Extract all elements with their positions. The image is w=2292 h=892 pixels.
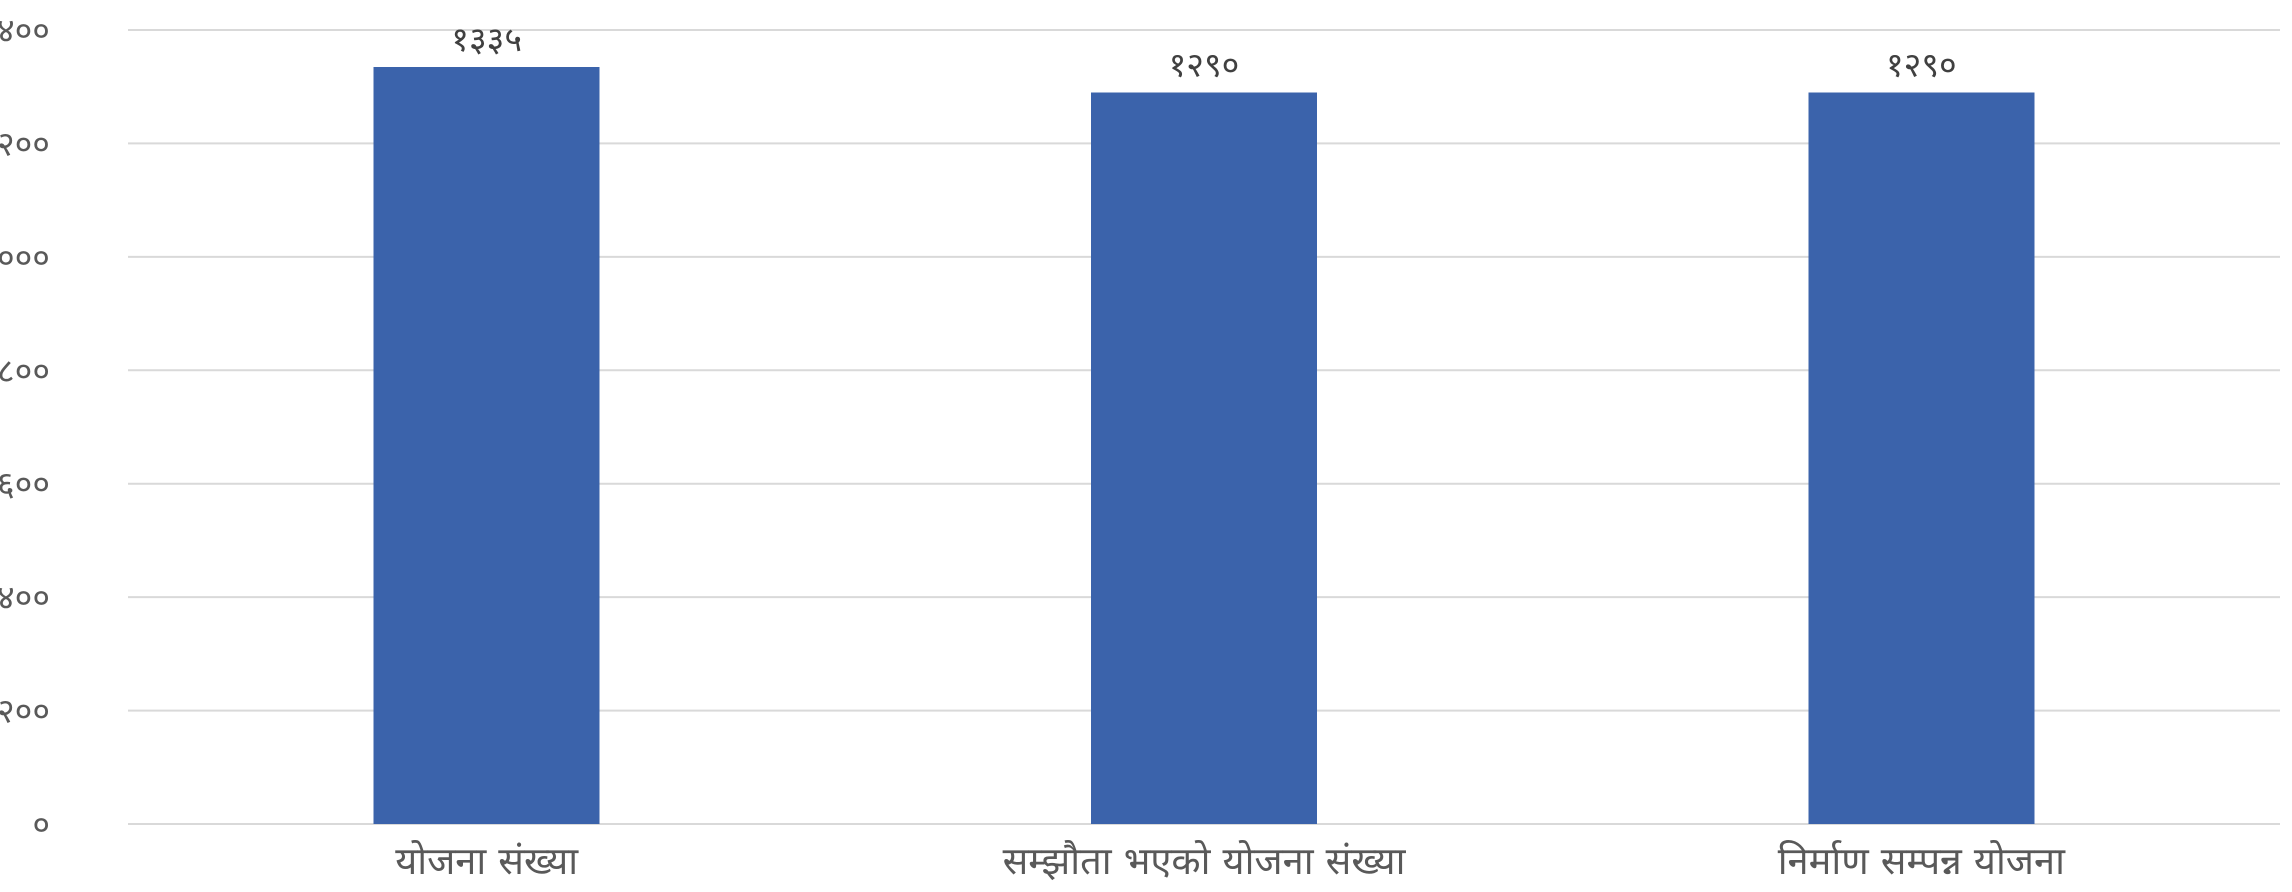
y-tick-label: १४०० <box>0 11 50 51</box>
x-axis-category-labels: योजना संख्या सम्झौता भएको योजना संख्या निर… <box>395 839 2066 883</box>
y-tick-label: ६०० <box>0 465 50 505</box>
bar <box>1808 92 2035 824</box>
bars <box>373 66 2035 825</box>
x-category-label: योजना संख्या <box>395 839 579 883</box>
y-tick-label: ४०० <box>0 578 50 618</box>
bar <box>373 66 600 825</box>
x-category-label: सम्झौता भएको योजना संख्या <box>1003 839 1407 883</box>
bar <box>1091 92 1317 824</box>
y-axis-tick-labels: ० २०० ४०० ६०० ८०० १००० १२०० १४०० <box>0 11 50 845</box>
y-tick-label: ० <box>32 805 50 845</box>
y-tick-label: २०० <box>0 692 50 732</box>
data-label: १२९० <box>1886 45 1957 85</box>
y-tick-label: १२०० <box>0 124 50 164</box>
x-category-label: निर्माण सम्पन्न योजना <box>1778 839 2066 883</box>
y-tick-label: ८०० <box>0 351 50 391</box>
y-tick-label: १००० <box>0 238 50 278</box>
data-label: १२९० <box>1169 45 1240 85</box>
data-label: १३३५ <box>451 20 522 60</box>
data-labels: १३३५ १२९० १२९० <box>451 20 1956 86</box>
